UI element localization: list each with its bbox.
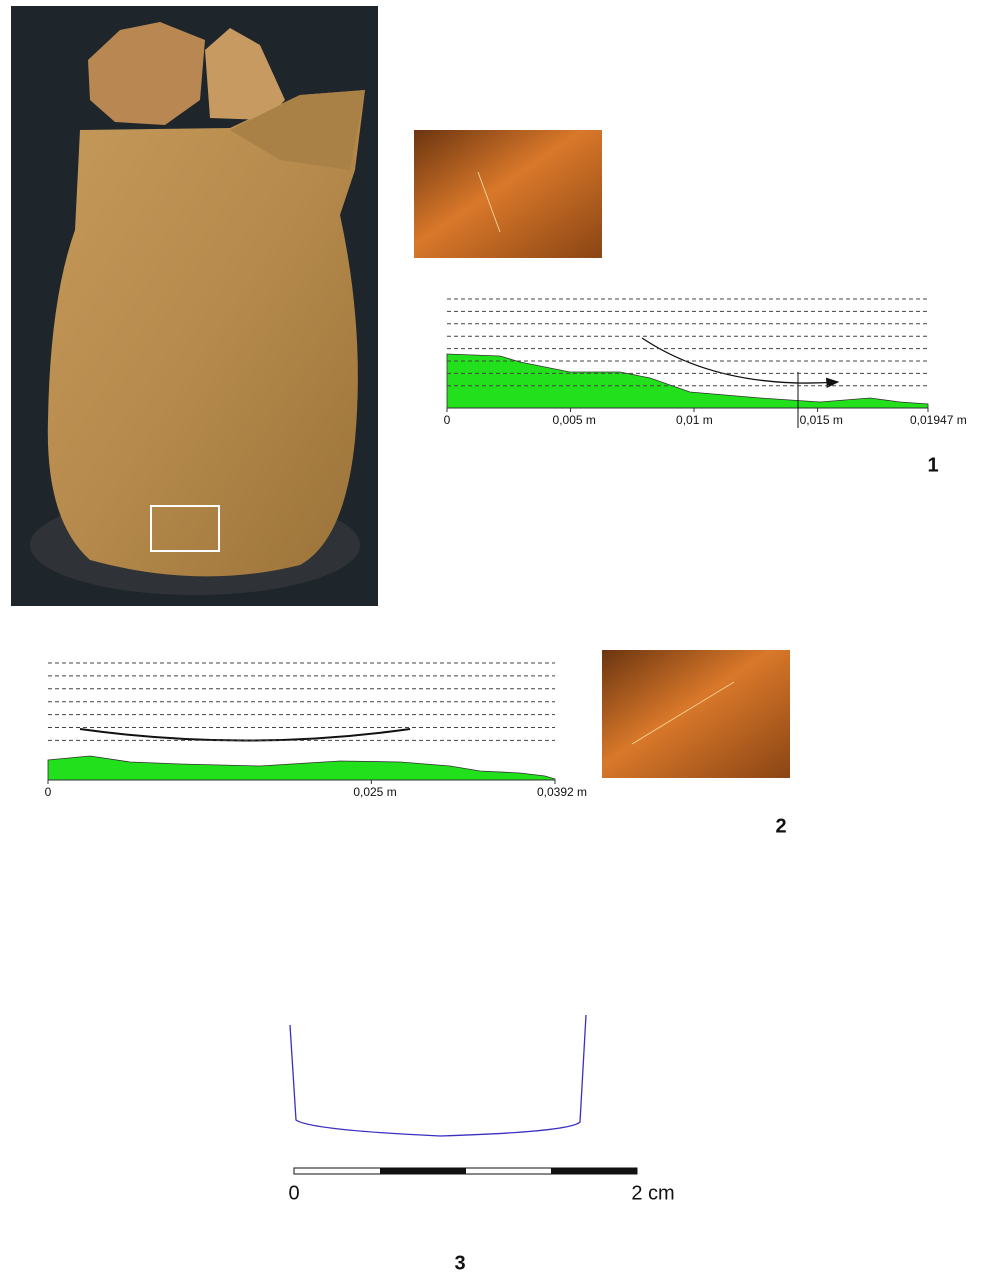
profile-1: 0 0,005 m 0,01 m 0,015 m 0,01947 m [444, 299, 967, 428]
panel-label: 1 [927, 454, 938, 476]
x-tick-label: 0,0392 m [537, 785, 587, 799]
x-tick-label: 0 [444, 413, 451, 427]
stone-photo [11, 6, 378, 606]
x-tick-label: 0 [45, 785, 52, 799]
detail-photo-1 [414, 130, 602, 258]
x-tick-label: 0,01 m [676, 413, 713, 427]
scale-label: 0 [288, 1182, 299, 1204]
panel-label: 3 [454, 1252, 465, 1272]
panel-label: 2 [775, 815, 786, 837]
figure: 0 0,005 m 0,01 m 0,015 m 0,01947 m 1 0 0,025 … [0, 0, 981, 1272]
x-tick-label: 0,015 m [800, 413, 843, 427]
x-tick-label: 0,01947 m [910, 413, 967, 427]
x-tick-label: 0,005 m [553, 413, 596, 427]
x-tick-label: 0,025 m [353, 785, 396, 799]
profile-2: 0 0,025 m 0,0392 m [45, 663, 587, 799]
scale-bar [294, 1168, 637, 1174]
scale-label: 2 cm [631, 1182, 674, 1204]
section-curve [290, 1015, 586, 1136]
detail-photo-2 [602, 650, 790, 778]
